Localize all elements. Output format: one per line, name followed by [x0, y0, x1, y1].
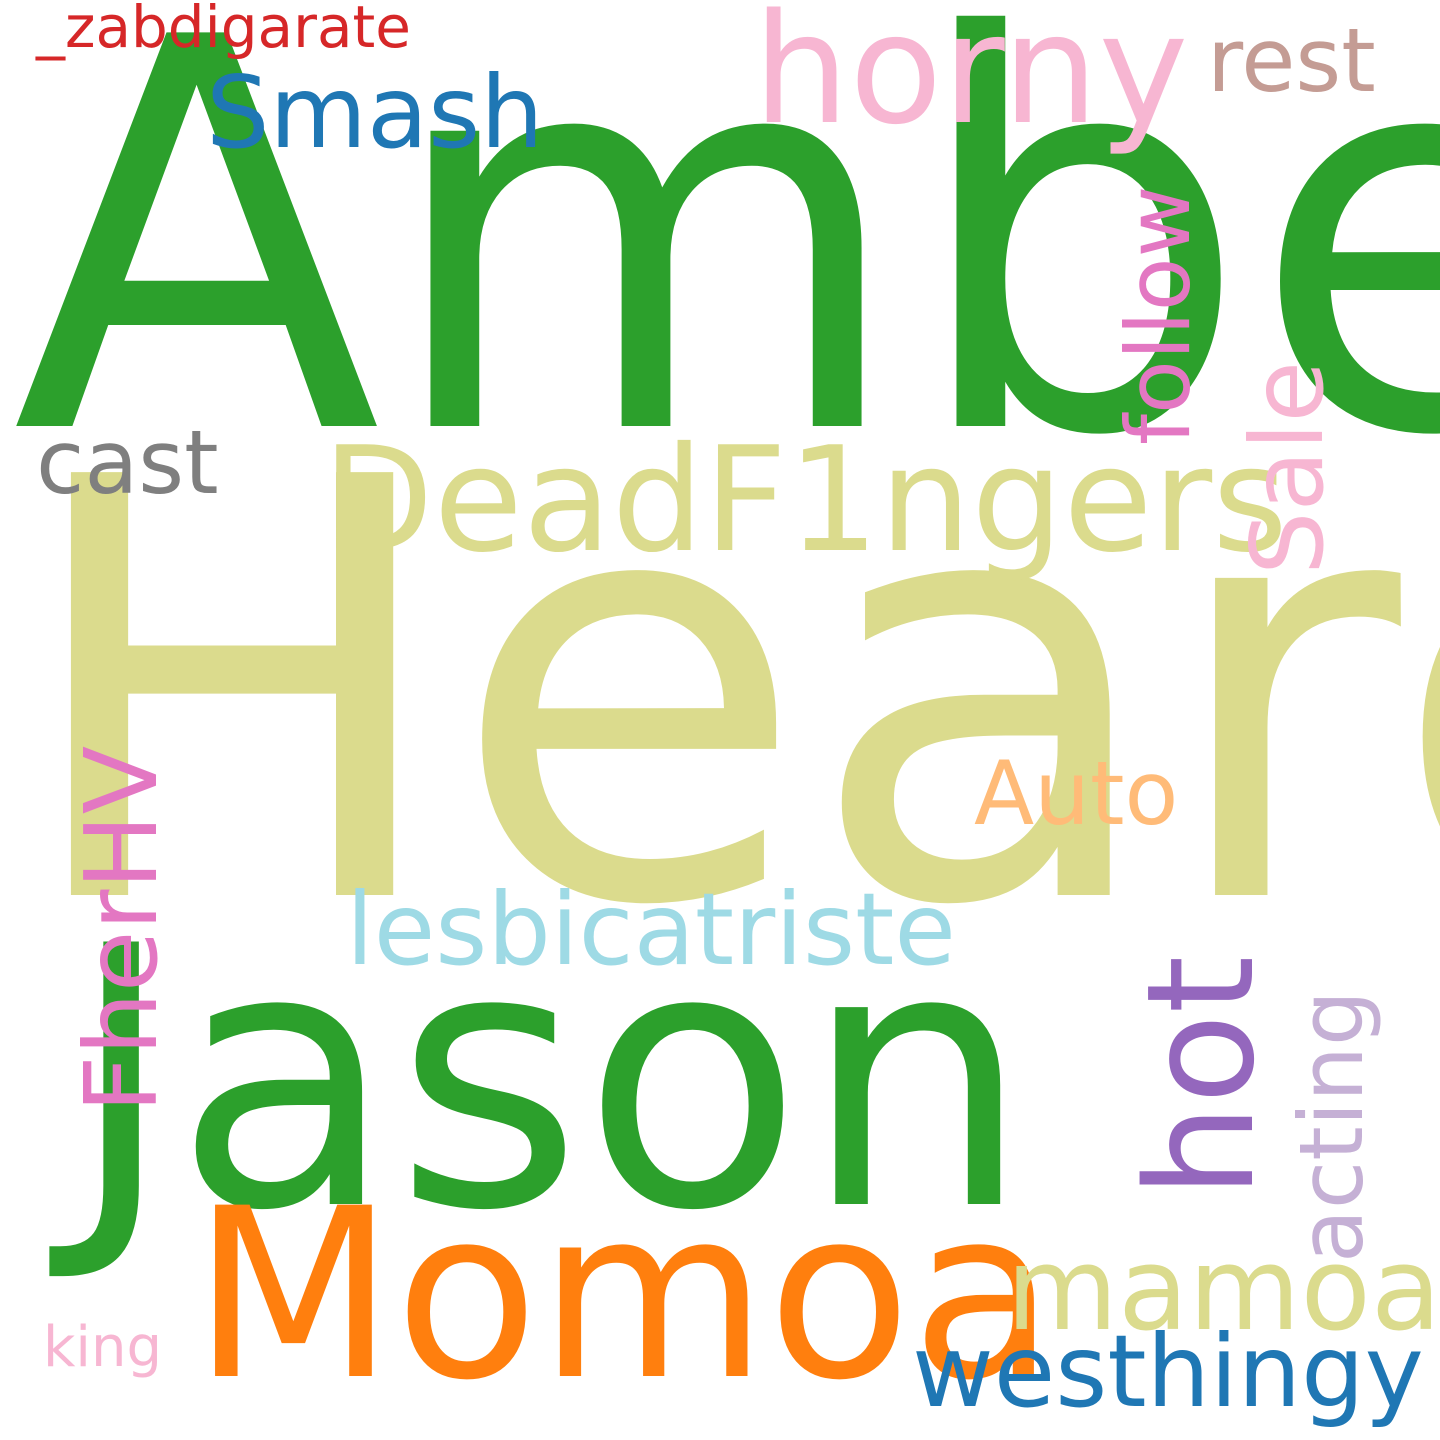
word-horny: horny: [753, 0, 1189, 158]
word-mamoa: mamoa: [1006, 1223, 1440, 1357]
word-follow: follow: [1107, 185, 1210, 445]
word-cast: cast: [36, 411, 219, 514]
word-auto: Auto: [974, 742, 1179, 845]
word-jason: Jason: [68, 870, 1031, 1289]
word-westhingy: westhingy: [912, 1313, 1424, 1430]
word-rest: rest: [1207, 9, 1376, 112]
word-fherhv: FherHV: [63, 745, 180, 1113]
word-lesbicatriste: lesbicatriste: [346, 871, 956, 988]
word-zabdigarate: _zabdigarate: [36, 0, 411, 61]
word-acting: acting: [1280, 990, 1383, 1263]
word-deadf1ngers: DeadF1ngers: [322, 416, 1288, 585]
word-smash: Smash: [206, 54, 544, 171]
word-amber: Amber: [12, 0, 1440, 554]
word-hot: hot: [1115, 955, 1287, 1198]
word-king: king: [43, 1315, 163, 1380]
word-sale: Sale: [1229, 360, 1346, 575]
word-momoa: Momoa: [192, 1159, 1056, 1432]
word-heard: Heard: [14, 357, 1440, 1032]
